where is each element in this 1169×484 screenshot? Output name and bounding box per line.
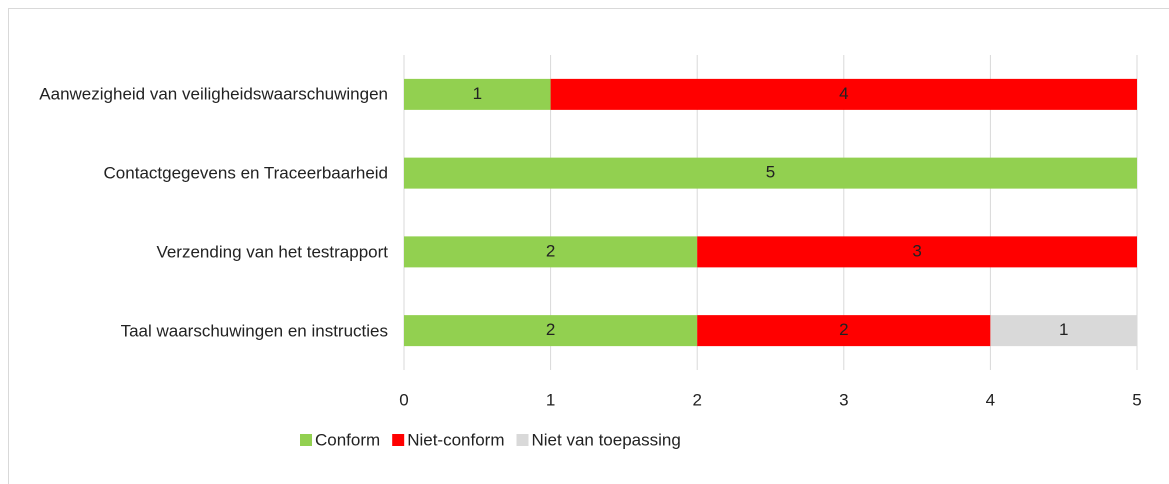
legend-swatch	[392, 434, 405, 446]
data-label: 1	[473, 84, 482, 103]
y-tick-label: Verzending van het testrapport	[156, 242, 388, 262]
bar-segment	[404, 315, 698, 347]
chart-border	[8, 8, 1169, 484]
legend-label: Conform	[315, 430, 380, 449]
legend-label: Niet-conform	[407, 430, 504, 449]
x-tick-label: 4	[986, 390, 995, 409]
legend-label: Niet van toepassing	[532, 430, 681, 449]
bar-segment	[697, 315, 991, 347]
data-label: 4	[839, 84, 848, 103]
bar-segment	[404, 78, 551, 110]
data-label: 2	[546, 320, 555, 339]
data-label: 1	[1059, 320, 1068, 339]
x-tick-label: 2	[692, 390, 701, 409]
bar-segment	[990, 315, 1137, 347]
data-label: 2	[546, 241, 555, 260]
x-tick-label: 3	[839, 390, 848, 409]
x-tick-label: 0	[399, 390, 408, 409]
legend-swatch	[300, 434, 312, 446]
bar-segment	[697, 236, 1137, 268]
x-tick-label: 1	[546, 390, 555, 409]
data-label: 3	[912, 241, 921, 260]
bar-segment	[404, 157, 1137, 189]
y-tick-label: Contactgegevens en Traceerbaarheid	[103, 163, 388, 183]
data-label: 2	[839, 320, 848, 339]
bar-segment	[404, 236, 698, 268]
legend-swatch	[516, 434, 529, 446]
y-tick-label: Aanwezigheid van veiligheidswaarschuwing…	[39, 84, 388, 104]
y-tick-label: Taal waarschuwingen en instructies	[120, 321, 388, 341]
bar-segment	[550, 78, 1137, 110]
x-tick-label: 5	[1132, 390, 1141, 409]
data-label: 5	[766, 163, 775, 182]
